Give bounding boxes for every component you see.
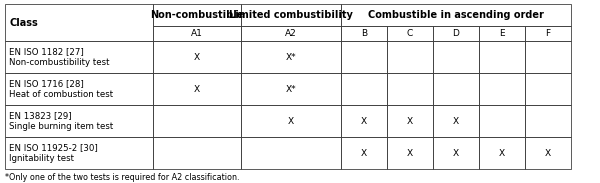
Text: X*: X* <box>286 85 296 94</box>
Bar <box>341 26 387 41</box>
Text: F: F <box>545 29 551 38</box>
Bar <box>387 137 433 169</box>
Bar <box>341 137 387 169</box>
Text: EN ISO 11925-2 [30]
Ignitability test: EN ISO 11925-2 [30] Ignitability test <box>9 143 98 163</box>
Bar <box>153 73 241 105</box>
Bar <box>479 137 525 169</box>
Bar <box>153 41 241 73</box>
Bar <box>341 73 387 105</box>
Bar <box>387 73 433 105</box>
Bar <box>433 73 479 105</box>
Bar <box>5 4 153 41</box>
Text: X: X <box>407 148 413 158</box>
Text: Class: Class <box>9 18 38 27</box>
Text: X: X <box>194 85 200 94</box>
Bar <box>153 105 241 137</box>
Bar <box>341 4 571 26</box>
Bar <box>5 105 153 137</box>
Bar <box>241 137 341 169</box>
Bar <box>525 41 571 73</box>
Bar <box>241 41 341 73</box>
Text: X: X <box>288 117 294 126</box>
Text: X: X <box>499 148 505 158</box>
Text: B: B <box>361 29 367 38</box>
Bar <box>241 105 341 137</box>
Bar <box>5 73 153 105</box>
Text: A1: A1 <box>191 29 203 38</box>
Bar <box>433 26 479 41</box>
Bar <box>433 105 479 137</box>
Text: A2: A2 <box>285 29 297 38</box>
Bar <box>341 105 387 137</box>
Text: X: X <box>361 148 367 158</box>
Bar <box>387 105 433 137</box>
Bar <box>433 41 479 73</box>
Bar <box>341 41 387 73</box>
Bar <box>525 26 571 41</box>
Bar <box>241 4 341 26</box>
Text: X: X <box>545 148 551 158</box>
Text: D: D <box>452 29 460 38</box>
Bar <box>479 41 525 73</box>
Text: C: C <box>407 29 413 38</box>
Text: X: X <box>453 117 459 126</box>
Text: X: X <box>453 148 459 158</box>
Text: X: X <box>361 117 367 126</box>
Bar <box>153 26 241 41</box>
Bar <box>479 26 525 41</box>
Bar <box>241 73 341 105</box>
Text: X: X <box>194 53 200 61</box>
Bar <box>387 26 433 41</box>
Bar <box>387 41 433 73</box>
Bar <box>241 26 341 41</box>
Bar <box>525 105 571 137</box>
Bar <box>479 105 525 137</box>
Bar <box>525 73 571 105</box>
Text: E: E <box>499 29 505 38</box>
Text: *Only one of the two tests is required for A2 classification.: *Only one of the two tests is required f… <box>5 173 239 182</box>
Bar <box>153 4 241 26</box>
Text: X: X <box>407 117 413 126</box>
Text: EN ISO 1716 [28]
Heat of combustion test: EN ISO 1716 [28] Heat of combustion test <box>9 79 113 99</box>
Bar <box>433 137 479 169</box>
Text: EN 13823 [29]
Single burning item test: EN 13823 [29] Single burning item test <box>9 111 113 131</box>
Bar <box>479 73 525 105</box>
Bar <box>5 41 153 73</box>
Text: X*: X* <box>286 53 296 61</box>
Text: Limited combustibility: Limited combustibility <box>229 10 353 20</box>
Text: Non-combustible: Non-combustible <box>151 10 244 20</box>
Bar <box>153 137 241 169</box>
Bar <box>525 137 571 169</box>
Text: Combustible in ascending order: Combustible in ascending order <box>368 10 544 20</box>
Text: EN ISO 1182 [27]
Non-combustibility test: EN ISO 1182 [27] Non-combustibility test <box>9 47 110 67</box>
Bar <box>5 137 153 169</box>
